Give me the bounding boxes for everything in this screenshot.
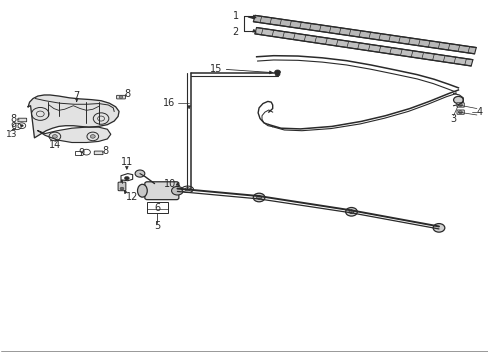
Circle shape <box>432 224 444 232</box>
Circle shape <box>275 72 280 76</box>
Circle shape <box>120 187 123 190</box>
Text: 13: 13 <box>6 130 18 139</box>
Circle shape <box>119 96 122 99</box>
Circle shape <box>458 111 461 113</box>
Text: 10: 10 <box>164 179 176 189</box>
FancyBboxPatch shape <box>147 202 167 213</box>
Text: 11: 11 <box>121 157 133 167</box>
Circle shape <box>20 125 23 127</box>
Circle shape <box>52 135 57 138</box>
FancyBboxPatch shape <box>144 182 179 200</box>
FancyBboxPatch shape <box>116 95 125 99</box>
Circle shape <box>171 186 183 195</box>
Circle shape <box>124 176 129 180</box>
FancyBboxPatch shape <box>18 118 27 122</box>
Text: 14: 14 <box>49 140 61 150</box>
Circle shape <box>274 70 280 74</box>
Polygon shape <box>253 15 475 54</box>
Circle shape <box>135 170 144 177</box>
Polygon shape <box>28 95 119 138</box>
Text: 2: 2 <box>232 27 238 37</box>
Text: 8: 8 <box>11 114 17 124</box>
Text: 6: 6 <box>154 203 160 212</box>
Ellipse shape <box>182 186 193 193</box>
Text: 16: 16 <box>163 98 175 108</box>
Text: 8: 8 <box>124 89 131 99</box>
Ellipse shape <box>137 184 147 197</box>
Circle shape <box>348 210 353 213</box>
Text: 15: 15 <box>210 64 222 74</box>
Text: 12: 12 <box>125 192 138 202</box>
Polygon shape <box>38 127 111 143</box>
FancyBboxPatch shape <box>75 151 81 155</box>
Circle shape <box>453 96 462 104</box>
Text: 5: 5 <box>154 221 160 231</box>
Circle shape <box>345 207 357 216</box>
FancyBboxPatch shape <box>456 103 463 107</box>
FancyBboxPatch shape <box>94 151 103 155</box>
Circle shape <box>253 193 264 202</box>
Text: 8: 8 <box>102 147 109 157</box>
FancyBboxPatch shape <box>118 182 125 191</box>
Text: 7: 7 <box>74 91 80 101</box>
Text: 3: 3 <box>449 113 456 123</box>
Circle shape <box>256 196 261 199</box>
FancyBboxPatch shape <box>456 110 463 114</box>
Circle shape <box>458 104 461 107</box>
Ellipse shape <box>184 188 190 191</box>
Text: 4: 4 <box>476 107 482 117</box>
Circle shape <box>90 135 95 138</box>
Text: 9: 9 <box>79 148 84 158</box>
Polygon shape <box>254 27 472 66</box>
Text: 1: 1 <box>232 11 238 21</box>
Text: 9: 9 <box>11 122 17 132</box>
